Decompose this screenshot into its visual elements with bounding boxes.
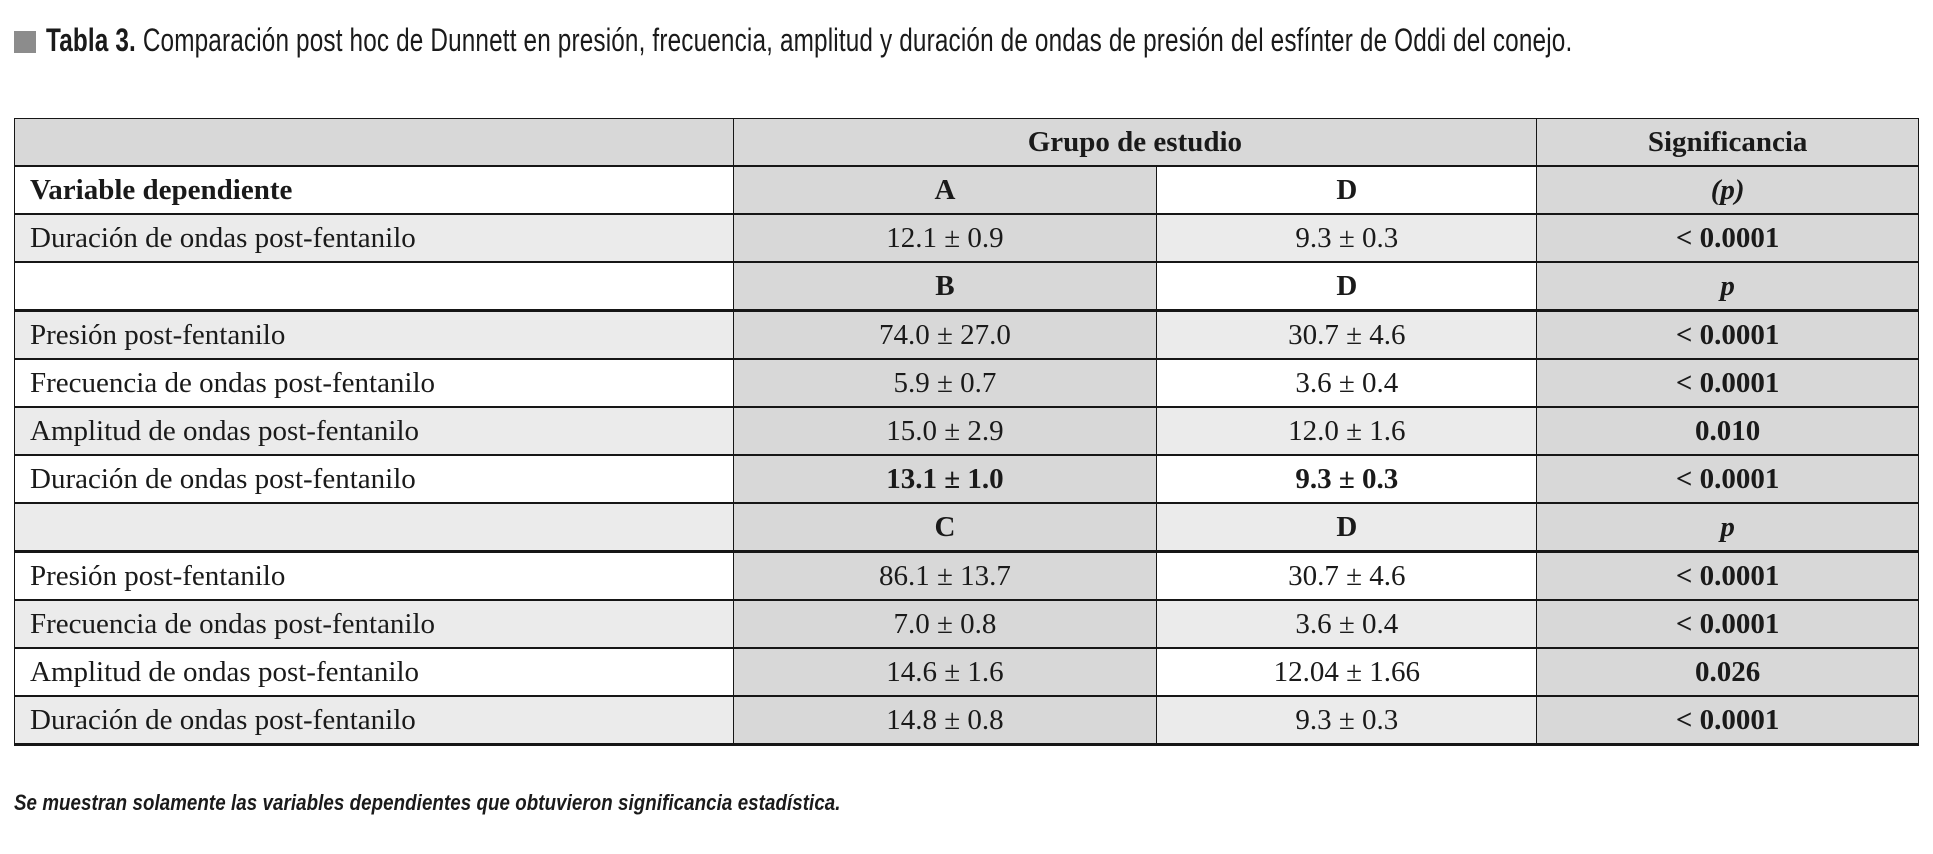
cell-p-header: p	[1536, 262, 1919, 311]
cell-significance-header: Significancia	[1536, 118, 1919, 166]
cell-p-value: < 0.0001	[1536, 455, 1919, 503]
cell-value: 13.1 ± 1.0	[732, 455, 1157, 503]
cell-value: 9.3 ± 0.3	[1156, 214, 1537, 262]
results-table: Grupo de estudio Significancia Variable …	[14, 118, 1919, 746]
cell-p-value: < 0.0001	[1536, 214, 1919, 262]
table-row: Frecuencia de ondas post-fentanilo 7.0 ±…	[14, 600, 1919, 648]
cell-group-header: Grupo de estudio	[732, 118, 1537, 166]
cell-variable: Presión post-fentanilo	[14, 310, 734, 359]
cell-group-d: D	[1156, 166, 1537, 214]
cell-p-value: < 0.0001	[1536, 551, 1919, 600]
cell-value: 14.6 ± 1.6	[732, 648, 1157, 696]
cell-value: 12.04 ± 1.66	[1156, 648, 1537, 696]
cell-empty	[14, 262, 734, 311]
cell-value: 74.0 ± 27.0	[732, 310, 1157, 359]
cell-value: 7.0 ± 0.8	[732, 600, 1157, 648]
table-row-subheader-b-d: B D p	[14, 262, 1919, 311]
cell-variable: Amplitud de ondas post-fentanilo	[14, 648, 734, 696]
table-row: Presión post-fentanilo 86.1 ± 13.7 30.7 …	[14, 551, 1919, 600]
cell-value: 12.0 ± 1.6	[1156, 407, 1537, 455]
cell-p-value: < 0.0001	[1536, 359, 1919, 407]
cell-value: 5.9 ± 0.7	[732, 359, 1157, 407]
table-row: Amplitud de ondas post-fentanilo 15.0 ± …	[14, 407, 1919, 455]
cell-value: 15.0 ± 2.9	[732, 407, 1157, 455]
table-row: Amplitud de ondas post-fentanilo 14.6 ± …	[14, 648, 1919, 696]
cell-value: 86.1 ± 13.7	[732, 551, 1157, 600]
cell-p-header: (p)	[1536, 166, 1919, 214]
table-row: Presión post-fentanilo 74.0 ± 27.0 30.7 …	[14, 310, 1919, 359]
cell-variable: Duración de ondas post-fentanilo	[14, 214, 734, 262]
cell-group-a: A	[732, 166, 1157, 214]
cell-group-d: D	[1156, 503, 1537, 552]
cell-group-d: D	[1156, 262, 1537, 311]
cell-variable: Amplitud de ondas post-fentanilo	[14, 407, 734, 455]
cell-p-value: < 0.0001	[1536, 310, 1919, 359]
cell-empty	[14, 118, 734, 166]
cell-group-c: C	[732, 503, 1157, 552]
cell-value: 30.7 ± 4.6	[1156, 310, 1537, 359]
table-row: Duración de ondas post-fentanilo 12.1 ± …	[14, 214, 1919, 262]
page: Tabla 3. Comparación post hoc de Dunnett …	[14, 18, 1919, 815]
cell-variable: Frecuencia de ondas post-fentanilo	[14, 359, 734, 407]
cell-value: 14.8 ± 0.8	[732, 696, 1157, 745]
cell-variable: Duración de ondas post-fentanilo	[14, 455, 734, 503]
cell-variable-header: Variable dependiente	[14, 166, 734, 214]
cell-variable: Presión post-fentanilo	[14, 551, 734, 600]
table-caption: Tabla 3. Comparación post hoc de Dunnett …	[14, 18, 1919, 62]
cell-p-value: 0.010	[1536, 407, 1919, 455]
table-row: Frecuencia de ondas post-fentanilo 5.9 ±…	[14, 359, 1919, 407]
table-row: Duración de ondas post-fentanilo 13.1 ± …	[14, 455, 1919, 503]
footnote: Se muestran solamente las variables depe…	[14, 790, 841, 815]
cell-value: 12.1 ± 0.9	[732, 214, 1157, 262]
cell-p-value: < 0.0001	[1536, 696, 1919, 745]
caption-text: Tabla 3. Comparación post hoc de Dunnett …	[46, 18, 1572, 62]
cell-value: 3.6 ± 0.4	[1156, 600, 1537, 648]
cell-p-header: p	[1536, 503, 1919, 552]
caption-square-icon	[14, 31, 36, 53]
cell-p-value: 0.026	[1536, 648, 1919, 696]
cell-group-b: B	[732, 262, 1157, 311]
cell-empty	[14, 503, 734, 552]
table-row-group-header: Grupo de estudio Significancia	[14, 118, 1919, 166]
cell-value: 9.3 ± 0.3	[1156, 696, 1537, 745]
cell-variable: Frecuencia de ondas post-fentanilo	[14, 600, 734, 648]
cell-variable: Duración de ondas post-fentanilo	[14, 696, 734, 745]
table-row-subheader-c-d: C D p	[14, 503, 1919, 552]
caption-label: Tabla 3.	[46, 22, 136, 58]
cell-value: 3.6 ± 0.4	[1156, 359, 1537, 407]
table-row-subheader-a-d: Variable dependiente A D (p)	[14, 166, 1919, 214]
table-row: Duración de ondas post-fentanilo 14.8 ± …	[14, 696, 1919, 745]
caption-body: Comparación post hoc de Dunnett en presi…	[142, 22, 1573, 58]
cell-value: 9.3 ± 0.3	[1156, 455, 1537, 503]
cell-value: 30.7 ± 4.6	[1156, 551, 1537, 600]
cell-p-value: < 0.0001	[1536, 600, 1919, 648]
